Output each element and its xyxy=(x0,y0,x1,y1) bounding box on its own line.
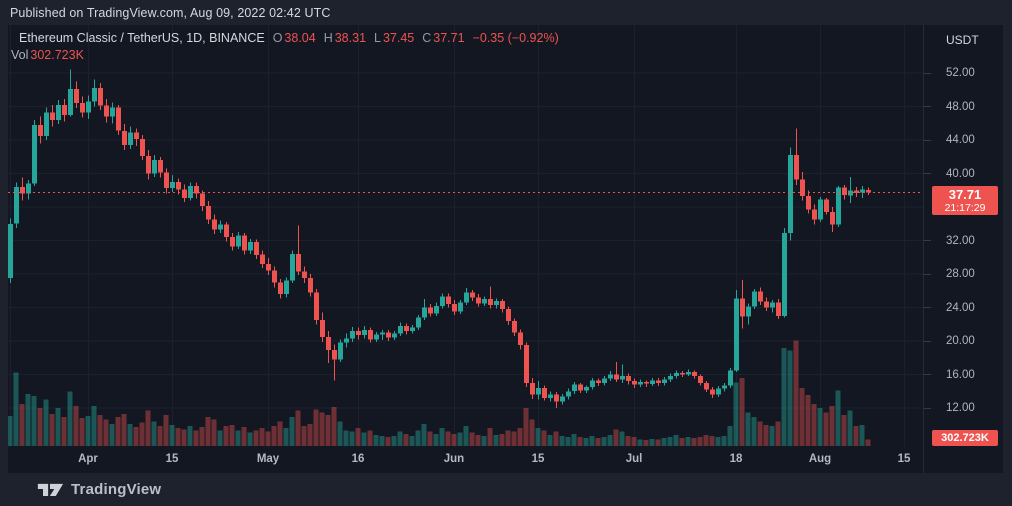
ohlc-low-label: L xyxy=(374,31,381,45)
time-tick-label: Jun xyxy=(443,453,465,465)
price-axis[interactable]: USDT 37.71 21:17:29 302.723K 52.00 48.00 4… xyxy=(923,25,1003,473)
published-text: Published on TradingView.com, Aug 09, 20… xyxy=(10,6,331,20)
price-tick-mark xyxy=(924,139,931,141)
time-tick-label: 15 xyxy=(165,453,179,465)
price-tick-mark xyxy=(924,173,931,174)
symbol-title[interactable]: Ethereum Classic / TetherUS, 1D, BINANCE xyxy=(19,31,265,45)
published-bar: Published on TradingView.com, Aug 09, 20… xyxy=(0,0,1012,25)
volume-legend-value: 302.723K xyxy=(30,48,84,62)
price-tick-mark xyxy=(924,72,931,74)
axis-currency-label: USDT xyxy=(946,33,979,47)
price-tick-label: 48.00 xyxy=(946,100,975,113)
time-tick-label: Jul xyxy=(625,453,643,465)
last-price-value: 37.71 xyxy=(948,186,982,202)
volume-legend-label[interactable]: Vol xyxy=(11,48,29,62)
legend-symbol-row: Ethereum Classic / TetherUS, 1D, BINANCE… xyxy=(19,31,559,45)
ohlc-high-value: 38.31 xyxy=(334,31,367,45)
ohlc-close-value: 37.71 xyxy=(433,31,465,45)
time-tick-label: Aug xyxy=(808,453,832,465)
legend-volume-row: Vol 302.723K xyxy=(11,48,84,62)
price-tick-label: 12.00 xyxy=(946,402,975,414)
price-tick-mark xyxy=(924,273,931,275)
price-tick-label: 16.00 xyxy=(946,368,975,381)
ohlc-high-label: H xyxy=(323,31,333,45)
volume-value-label: 302.723K xyxy=(932,430,998,446)
ohlc-open-label: O xyxy=(272,31,283,45)
price-tick-mark xyxy=(924,307,931,308)
price-tick-mark xyxy=(924,106,931,107)
price-tick-mark xyxy=(924,407,931,409)
chart-card: Ethereum Classic / TetherUS, 1D, BINANCE… xyxy=(8,25,1003,473)
ohlc-low-value: 37.45 xyxy=(382,31,415,45)
tradingview-wordmark[interactable]: TradingView xyxy=(71,481,162,498)
price-tick-label: 52.00 xyxy=(946,67,975,79)
tradingview-logo-icon[interactable] xyxy=(36,480,64,499)
price-tick-label: 32.00 xyxy=(946,234,975,247)
time-tick-label: 15 xyxy=(897,453,911,465)
volume-value-text: 302.723K xyxy=(941,432,989,444)
time-tick-label: 16 xyxy=(351,453,365,465)
footer-bar: TradingView xyxy=(0,473,1012,506)
time-axis[interactable]: Apr 15 May 16 Jun 15 Jul 18 Aug 15 xyxy=(8,447,923,473)
price-tick-label: 40.00 xyxy=(946,167,975,180)
price-tick-label: 44.00 xyxy=(946,134,975,146)
ohlc-close-label: C xyxy=(422,31,432,45)
price-tick-mark xyxy=(924,240,931,241)
price-tick-label: 28.00 xyxy=(946,268,975,280)
last-price-label: 37.71 21:17:29 xyxy=(932,185,998,215)
price-tick-label: 20.00 xyxy=(946,335,975,347)
candlestick-chart[interactable] xyxy=(8,25,923,447)
bar-countdown: 21:17:29 xyxy=(944,201,986,214)
change-value: −0.35 (−0.92%) xyxy=(472,31,559,45)
time-tick-label: 15 xyxy=(531,453,545,465)
time-tick-label: 18 xyxy=(729,453,743,465)
price-tick-mark xyxy=(924,374,931,375)
time-tick-label: Apr xyxy=(78,453,98,465)
ohlc-open-value: 38.04 xyxy=(284,31,316,45)
time-tick-label: May xyxy=(256,453,280,465)
price-tick-label: 24.00 xyxy=(946,301,975,314)
price-tick-mark xyxy=(924,340,931,342)
